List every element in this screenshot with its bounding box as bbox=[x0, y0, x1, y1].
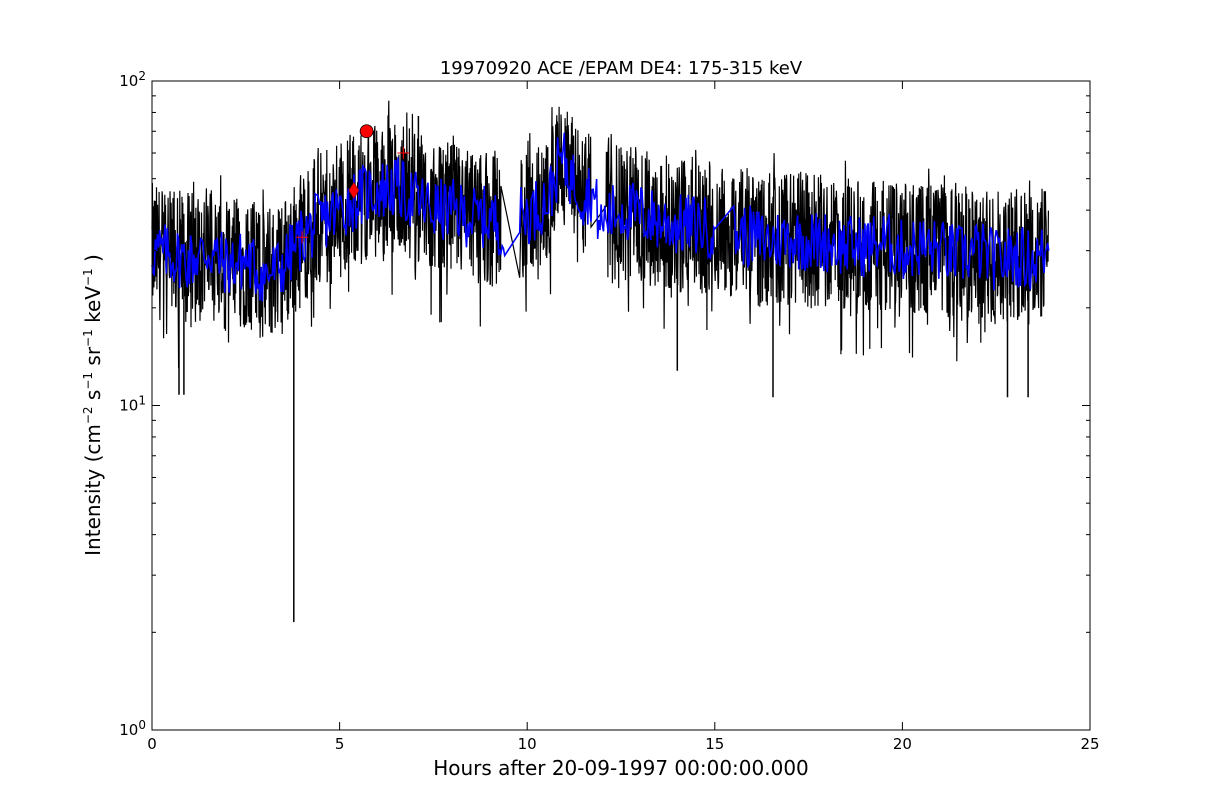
diamond-marker bbox=[348, 181, 360, 200]
axis-ticks: 0 5 10 15 20 25 100 101 102 bbox=[119, 69, 1099, 753]
y-tick-label: 101 bbox=[119, 394, 146, 415]
y-axis-label: Intensity (cm−2 s−1 sr−1 keV−1 ) bbox=[81, 254, 105, 556]
x-tick-label: 15 bbox=[705, 735, 724, 753]
x-tick-label: 0 bbox=[147, 735, 157, 753]
plot-frame bbox=[151, 80, 1091, 731]
chart-title: 19970920 ACE /EPAM DE4: 175-315 keV bbox=[440, 58, 803, 79]
y-tick-label: 100 bbox=[119, 718, 146, 739]
y-tick-label: 102 bbox=[119, 69, 146, 90]
x-tick-label: 10 bbox=[518, 735, 537, 753]
smoothed-intensity-line bbox=[151, 132, 1050, 302]
x-axis-label: Hours after 20-09-1997 00:00:00.000 bbox=[433, 756, 809, 780]
x-tick-label: 25 bbox=[1080, 735, 1099, 753]
x-tick-label: 20 bbox=[893, 735, 912, 753]
x-tick-label: 5 bbox=[335, 735, 345, 753]
plot-data bbox=[151, 100, 1050, 623]
circle-marker bbox=[359, 124, 374, 139]
event-markers bbox=[296, 124, 410, 244]
